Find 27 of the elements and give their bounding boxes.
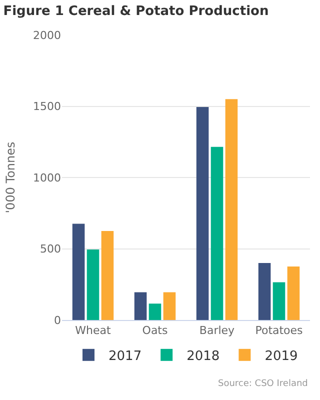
bar [225,99,238,320]
legend-label: 2019 [264,348,298,364]
x-tick-label: Oats [142,324,168,338]
y-axis-title: '000 Tonnes [3,142,18,214]
chart-title: Figure 1 Cereal & Potato Production [3,4,269,20]
x-tick-label: Wheat [75,324,112,338]
bar [163,292,176,320]
legend-label: 2017 [108,348,142,364]
bar [72,224,85,320]
bar [196,106,209,320]
source-note: Source: CSO Ireland [218,379,308,389]
bar [258,263,271,320]
bar [148,304,162,320]
bar [134,292,147,320]
bar [101,230,114,320]
x-tick-label: Barley [199,324,236,338]
bar [210,146,224,320]
bar [86,249,100,320]
legend-label: 2018 [186,348,220,364]
x-tick-label: Potatoes [255,324,304,338]
y-tick-label: 0 [54,314,61,327]
y-tick-label: 1500 [33,100,61,114]
bar [287,266,300,320]
y-tick-label: 2000 [33,28,61,42]
y-tick-label: 500 [40,242,61,256]
y-tick-label: 1000 [33,171,61,184]
bar [272,282,286,320]
